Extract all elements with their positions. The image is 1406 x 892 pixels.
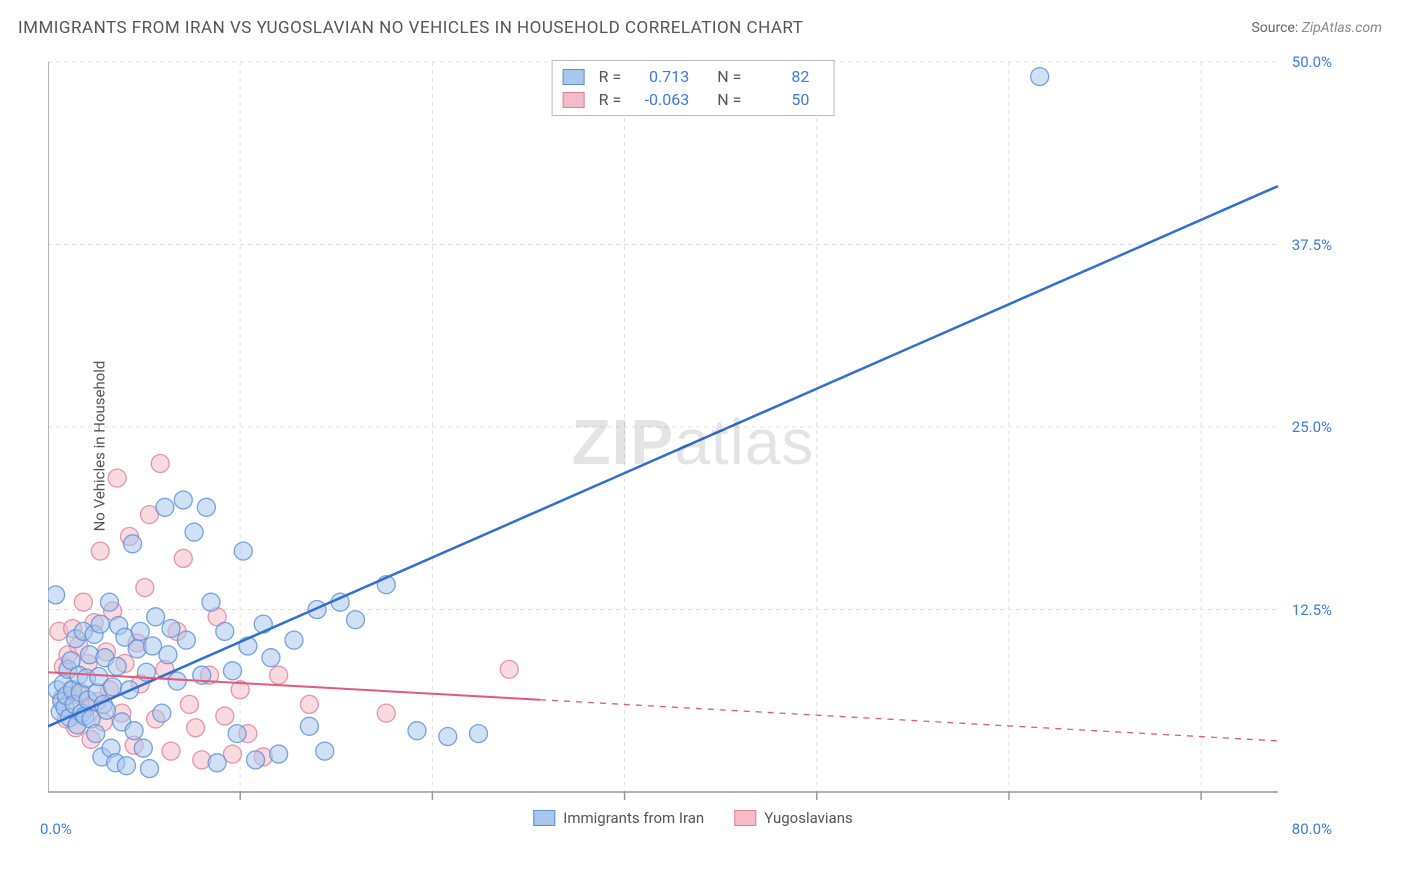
legend-item-iran: Immigrants from Iran <box>533 809 704 827</box>
stat-n-iran: 82 <box>757 67 809 86</box>
source-credit: Source: ZipAtlas.com <box>1251 20 1382 36</box>
series-legend: Immigrants from Iran Yugoslavians <box>533 809 852 827</box>
swatch-yugo <box>563 92 585 108</box>
y-tick-label: 50.0% <box>1292 53 1332 71</box>
swatch-yugo <box>734 810 756 826</box>
source-value: ZipAtlas.com <box>1302 20 1382 36</box>
legend-label-yugo: Yugoslavians <box>764 809 853 827</box>
y-tick-label: 25.0% <box>1292 418 1332 436</box>
stats-row-iran: R = 0.713 N = 82 <box>563 65 824 88</box>
swatch-iran <box>533 810 555 826</box>
stat-r-label: R = <box>599 90 622 109</box>
stat-n-label: N = <box>717 67 741 86</box>
x-tick-min: 0.0% <box>40 820 72 838</box>
legend-item-yugo: Yugoslavians <box>734 809 853 827</box>
scatter-plot-svg <box>48 52 1338 832</box>
x-tick-max: 80.0% <box>1292 820 1332 838</box>
source-label: Source: <box>1251 20 1298 36</box>
stat-r-yugo: -0.063 <box>637 90 689 109</box>
swatch-iran <box>563 69 585 85</box>
y-tick-label: 12.5% <box>1292 601 1332 619</box>
y-tick-label: 37.5% <box>1292 236 1332 254</box>
legend-label-iran: Immigrants from Iran <box>563 809 704 827</box>
chart-title: IMMIGRANTS FROM IRAN VS YUGOSLAVIAN NO V… <box>18 18 803 38</box>
stats-legend: R = 0.713 N = 82 R = -0.063 N = 50 <box>552 60 835 116</box>
stat-r-label: R = <box>599 67 622 86</box>
stat-r-iran: 0.713 <box>637 67 689 86</box>
chart-container: IMMIGRANTS FROM IRAN VS YUGOSLAVIAN NO V… <box>0 0 1406 892</box>
plot-area: ZIPatlas 12.5% 25.0% 37.5% 50.0% 0.0% 80… <box>48 52 1338 832</box>
stat-n-yugo: 50 <box>757 90 809 109</box>
stats-row-yugo: R = -0.063 N = 50 <box>563 88 824 111</box>
stat-n-label: N = <box>717 90 741 109</box>
